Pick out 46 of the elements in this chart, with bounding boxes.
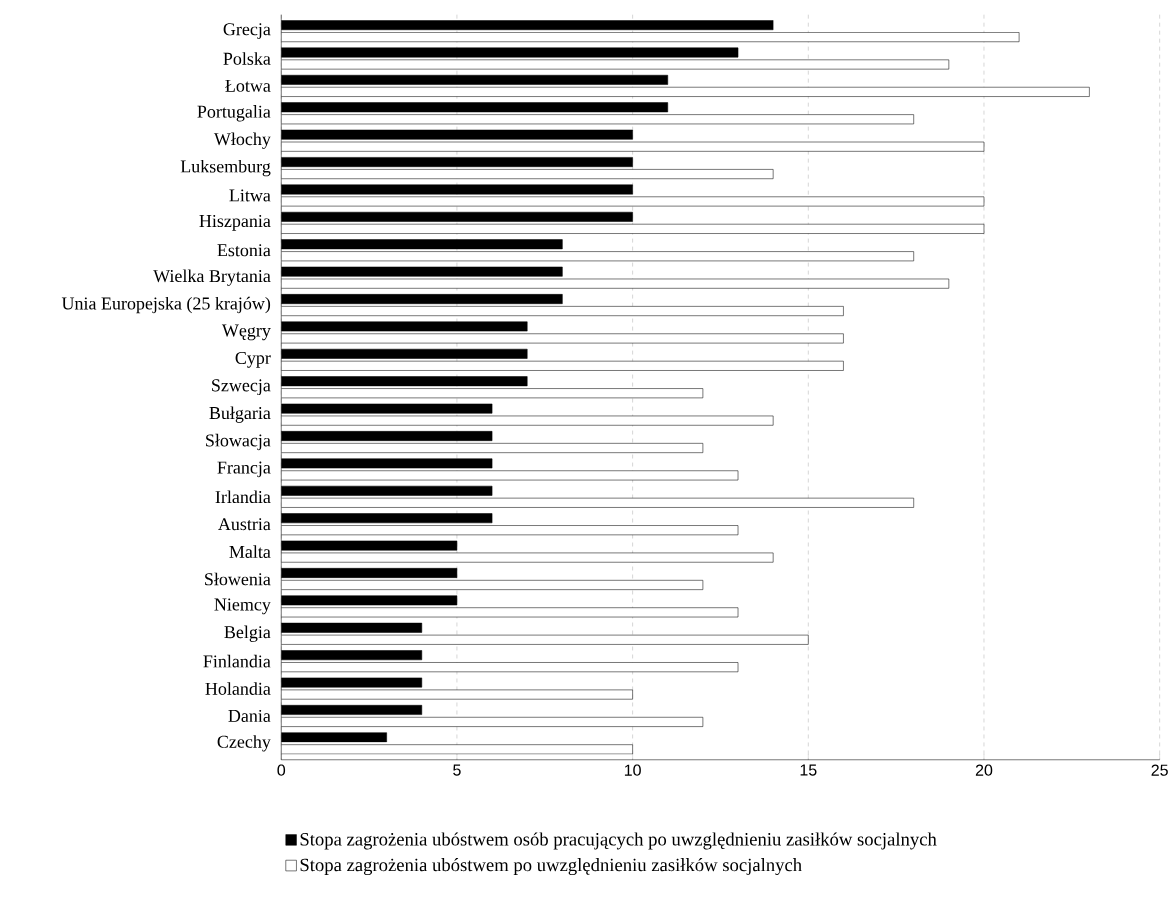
y-tick-label: Grecja — [223, 23, 271, 39]
y-tick-label: Austria — [218, 517, 271, 531]
y-tick-label: Bułgaria — [209, 406, 271, 423]
x-tick-label: 15 — [800, 764, 817, 776]
x-tick-label: 10 — [624, 764, 641, 776]
bar — [281, 662, 739, 672]
y-tick-label: Polska — [223, 51, 271, 65]
y-tick-label: Słowenia — [205, 572, 271, 586]
x-tick-label: 20 — [975, 764, 993, 776]
legend-label: Stopa zagrożenia ubóstwem osób pracujących po uwzględnieniu zasiłków socjalnych — [300, 832, 937, 850]
y-tick-label: Irlandia — [215, 490, 271, 503]
y-tick-label: Portugalia — [197, 104, 271, 122]
y-tick-label: Belgia — [224, 625, 271, 642]
y-tick-label: Estonia — [217, 244, 271, 257]
bar — [281, 744, 633, 755]
bar — [281, 223, 985, 234]
y-tick-label: Włochy — [213, 132, 271, 149]
bar — [281, 31, 1020, 42]
y-tick-label: Hiszpania — [199, 214, 271, 231]
bar — [281, 442, 704, 453]
bar — [281, 360, 844, 371]
y-tick-label: Niemcy — [214, 598, 271, 615]
bar — [281, 716, 704, 727]
bar — [281, 168, 774, 179]
y-tick-label: Holandia — [205, 682, 271, 695]
y-tick-label: Węgry — [221, 324, 271, 341]
x-tick-label: 5 — [453, 764, 461, 776]
y-tick-label: Wielka Brytania — [153, 269, 271, 286]
y-tick-label: Unia Europejska (25 krajów) — [61, 296, 271, 314]
y-tick-label: Malta — [229, 545, 271, 558]
y-tick-label: Szwecja — [212, 379, 271, 395]
bar — [281, 305, 844, 316]
y-tick-label: Finlandia — [203, 654, 271, 668]
y-tick-label: Słowacja — [206, 433, 271, 450]
y-tick-label: Cypr — [235, 351, 271, 368]
y-tick-label: Luksemburg — [180, 159, 271, 177]
y-tick-label: Litwa — [229, 189, 271, 202]
x-tick-label: 0 — [277, 764, 286, 776]
y-tick-label: Francja — [217, 461, 271, 478]
bar — [281, 579, 704, 590]
legend-label: Stopa zagrożenia ubóstwem po uwzględnieniu zasiłków socjalnych — [300, 857, 802, 875]
y-tick-label: Dania — [228, 709, 271, 722]
y-tick-label: Czechy — [217, 734, 271, 752]
y-tick-label: Łotwa — [225, 79, 271, 92]
x-tick-label: 25 — [1151, 764, 1168, 776]
bar — [281, 86, 1090, 97]
